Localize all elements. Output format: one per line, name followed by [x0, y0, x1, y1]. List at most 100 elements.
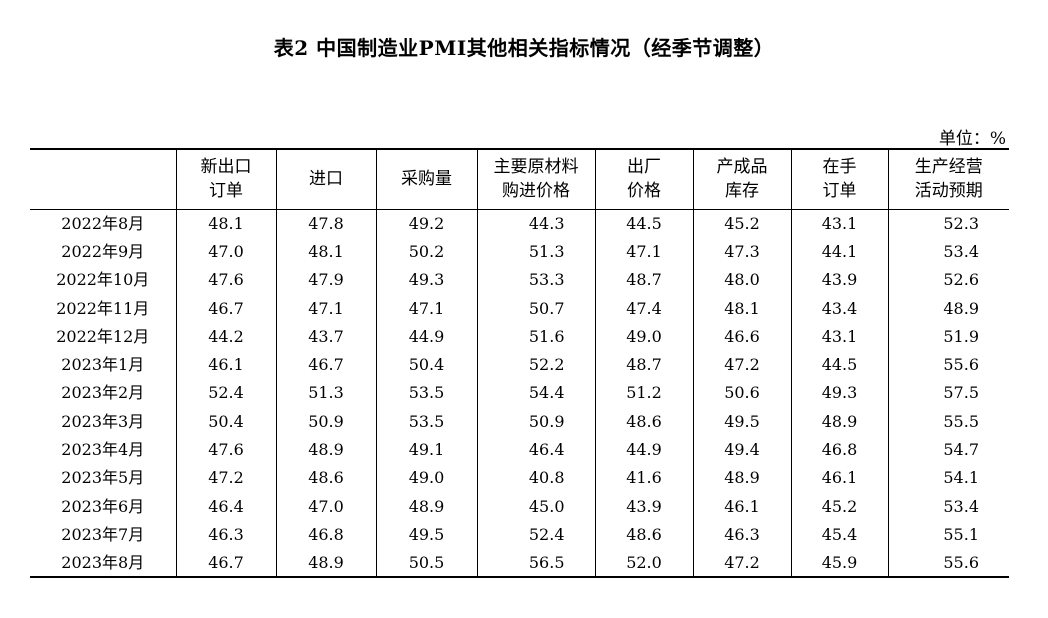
- imports-cell: 47.8: [275, 209, 376, 238]
- month-cell: 2023年4月: [61, 440, 145, 460]
- month-cell: 2022年12月: [56, 326, 150, 346]
- month-cell: 2023年7月: [61, 524, 145, 544]
- month-cell: 2022年8月: [61, 213, 145, 233]
- output-prices-cell: 43.9: [594, 491, 693, 521]
- output-prices-cell: 49.0: [594, 322, 693, 351]
- month-cell: 2022年11月: [56, 298, 150, 318]
- backlog-orders-cell: 45.4: [790, 520, 888, 549]
- output-prices-cell: 51.2: [594, 378, 693, 408]
- finished-goods-inventory-cell: 46.3: [692, 520, 791, 549]
- backlog-orders-cell: 46.8: [790, 435, 888, 464]
- backlog-orders-cell: 44.5: [790, 350, 888, 379]
- header-line: 库存: [725, 181, 759, 202]
- business-expectations-cell: 52.6: [887, 265, 1009, 294]
- new-export-orders-cell: 46.1: [175, 350, 276, 379]
- month-cell: 2023年3月: [61, 411, 145, 431]
- backlog-orders-cell: 43.4: [790, 293, 888, 323]
- month-cell: 2023年8月: [30, 548, 176, 578]
- finished-goods-inventory-cell: 47.2: [692, 548, 791, 578]
- header-line: 生产经营: [914, 157, 983, 178]
- input-prices-cell: 52.4: [476, 520, 595, 549]
- unit-label: 单位：%: [938, 129, 1006, 149]
- purchase-quantity-cell: 49.2: [375, 209, 477, 238]
- header-line: 购进价格: [502, 181, 570, 202]
- finished-goods-inventory-cell: 47.2: [692, 350, 791, 379]
- imports-cell: 43.7: [275, 322, 376, 351]
- table-title: 表2 中国制造业PMI其他相关指标情况（经季节调整）: [273, 36, 775, 60]
- purchase-quantity-cell: 44.9: [375, 322, 477, 351]
- table-row: 2023年4月 47.6 48.9 49.1 46.4 44.9 49.4 46.8 54.7: [30, 435, 1009, 464]
- purchase-quantity-cell: 53.5: [375, 407, 477, 436]
- output-prices-cell: 44.9: [594, 435, 693, 464]
- finished-goods-inventory-cell: 48.0: [692, 265, 791, 294]
- input-prices-cell: 46.4: [476, 435, 595, 464]
- input-prices-cell: 44.3: [476, 209, 595, 238]
- pmi-indicators-table: 新出口 订单 进口 采购量 主要原材料 购进价格 出厂 价格 产成品 库存 在手 订单 生产经营 活动预期…: [30, 148, 1009, 578]
- new-export-orders-cell: 52.4: [175, 378, 276, 408]
- finished-goods-inventory-cell: 45.2: [692, 209, 791, 238]
- finished-goods-inventory-header: 产成品 库存: [692, 148, 791, 210]
- month-cell: 2022年10月: [56, 270, 150, 290]
- input-prices-cell: 56.5: [476, 548, 595, 578]
- header-line: 订单: [822, 181, 857, 202]
- header-line: 在手: [822, 157, 857, 178]
- header-row: 新出口 订单 进口 采购量 主要原材料 购进价格 出厂 价格 产成品 库存 在手 订单 生产经营 活动预期: [30, 148, 1009, 210]
- purchase-quantity-cell: 50.4: [375, 350, 477, 379]
- finished-goods-inventory-cell: 48.9: [692, 463, 791, 492]
- imports-header: 进口: [275, 148, 376, 210]
- month-header: [30, 148, 176, 210]
- header-line: 采购量: [401, 169, 452, 190]
- output-prices-cell: 48.7: [594, 350, 693, 379]
- input-prices-cell: 51.3: [476, 237, 595, 266]
- business-expectations-cell: 54.7: [887, 435, 1009, 464]
- table-row: 2023年7月 46.3 46.8 49.5 52.4 48.6 46.3 45.4 55.1: [30, 520, 1009, 549]
- imports-cell: 47.1: [275, 293, 376, 323]
- backlog-orders-header: 在手 订单: [790, 148, 888, 210]
- business-expectations-cell: 52.3: [887, 209, 1009, 238]
- new-export-orders-header: 新出口 订单: [175, 148, 276, 210]
- imports-cell: 46.8: [275, 520, 376, 549]
- finished-goods-inventory-cell: 50.6: [692, 378, 791, 408]
- table-row: 2023年3月 50.4 50.9 53.5 50.9 48.6 49.5 48.9 55.5: [30, 407, 1009, 436]
- header-line: 主要原材料: [493, 157, 579, 178]
- backlog-orders-cell: 44.1: [790, 237, 888, 266]
- business-expectations-cell: 51.9: [887, 322, 1009, 351]
- input-prices-cell: 51.6: [476, 322, 595, 351]
- business-expectations-cell: 55.6: [887, 548, 1009, 578]
- new-export-orders-cell: 46.7: [175, 548, 276, 578]
- backlog-orders-cell: 46.1: [790, 463, 888, 492]
- new-export-orders-cell: 46.3: [175, 520, 276, 549]
- backlog-orders-cell: 45.2: [790, 491, 888, 521]
- input-prices-cell: 53.3: [476, 265, 595, 294]
- purchase-quantity-cell: 47.1: [375, 293, 477, 323]
- output-prices-cell: 52.0: [594, 548, 693, 578]
- new-export-orders-cell: 46.4: [175, 491, 276, 521]
- header-line: 产成品: [716, 157, 768, 178]
- table-row: 2022年9月 47.0 48.1 50.2 51.3 47.1 47.3 44.1 53.4: [30, 237, 1009, 266]
- backlog-orders-cell: 45.9: [790, 548, 888, 578]
- month-cell: 2023年1月: [61, 355, 145, 375]
- output-prices-cell: 44.5: [594, 209, 693, 238]
- business-expectations-cell: 54.1: [887, 463, 1009, 492]
- table-row: 2023年2月 52.4 51.3 53.5 54.4 51.2 50.6 49.3 57.5: [30, 378, 1009, 408]
- input-prices-cell: 52.2: [476, 350, 595, 379]
- table-row: 2023年1月 46.1 46.7 50.4 52.2 48.7 47.2 44.5 55.6: [30, 350, 1009, 379]
- new-export-orders-cell: 47.0: [175, 237, 276, 266]
- table-row: 2023年5月 47.2 48.6 49.0 40.8 41.6 48.9 46.1 54.1: [30, 463, 1009, 492]
- backlog-orders-cell: 43.9: [790, 265, 888, 294]
- business-expectations-cell: 53.4: [887, 491, 1009, 521]
- new-export-orders-cell: 47.6: [175, 435, 276, 464]
- backlog-orders-cell: 49.3: [790, 378, 888, 408]
- business-expectations-cell: 57.5: [887, 378, 1009, 408]
- finished-goods-inventory-cell: 46.1: [692, 491, 791, 521]
- purchase-quantity-cell: 49.0: [375, 463, 477, 492]
- table-row: 2022年12月 44.2 43.7 44.9 51.6 49.0 46.6 43.1 51.9: [30, 322, 1009, 351]
- imports-cell: 51.3: [275, 378, 376, 408]
- month-cell: 2023年6月: [61, 496, 145, 516]
- purchase-quantity-cell: 49.3: [375, 265, 477, 294]
- output-prices-cell: 47.4: [594, 293, 693, 323]
- input-prices-cell: 50.9: [476, 407, 595, 436]
- finished-goods-inventory-cell: 48.1: [692, 293, 791, 323]
- table-row: 2022年8月 48.1 47.8 49.2 44.3 44.5 45.2 43.1 52.3: [30, 209, 1009, 238]
- output-prices-cell: 48.6: [594, 520, 693, 549]
